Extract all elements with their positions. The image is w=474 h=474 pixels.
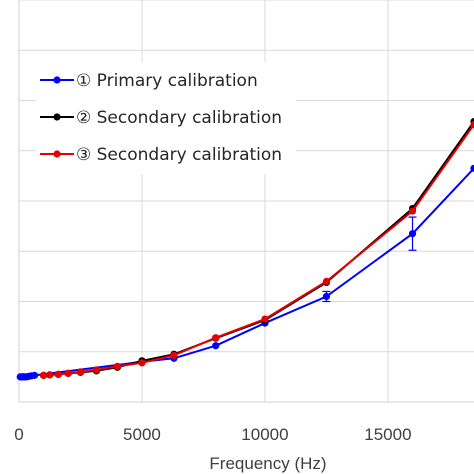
x-tick-label: 10000 xyxy=(241,425,288,444)
data-point xyxy=(408,207,417,215)
data-point xyxy=(54,370,62,378)
series-3 xyxy=(39,121,474,379)
data-point xyxy=(30,371,39,379)
legend-item: ① Primary calibration xyxy=(40,71,258,91)
data-point xyxy=(64,369,72,377)
data-point xyxy=(138,359,146,367)
legend-item: ② Secondary calibration xyxy=(40,108,282,128)
data-point xyxy=(113,362,121,370)
legend-label: ③ Secondary calibration xyxy=(76,145,282,165)
legend-background xyxy=(36,62,296,174)
data-point xyxy=(46,371,54,379)
legend: ① Primary calibration ② Secondary calibra… xyxy=(36,62,296,174)
legend-swatch-marker xyxy=(53,76,61,84)
data-point xyxy=(322,277,331,285)
data-point xyxy=(212,334,220,342)
data-point xyxy=(322,292,331,301)
x-tick-label: 5000 xyxy=(123,425,161,444)
gridlines xyxy=(19,0,474,402)
legend-label: ② Secondary calibration xyxy=(76,108,282,128)
data-point xyxy=(408,230,417,238)
x-tick-label: 0 xyxy=(14,425,23,444)
data-point xyxy=(261,315,269,323)
data-point xyxy=(170,351,178,359)
legend-item: ③ Secondary calibration xyxy=(40,145,282,165)
data-point xyxy=(76,368,85,376)
legend-swatch-marker xyxy=(53,150,61,158)
x-axis-title: Frequency (Hz) xyxy=(209,454,326,473)
series-line xyxy=(20,167,474,378)
data-point xyxy=(39,371,48,379)
data-point xyxy=(470,164,474,172)
data-point xyxy=(212,342,220,350)
x-tick-label: 15000 xyxy=(364,425,411,444)
x-tick-labels: 0 5000 10000 15000 xyxy=(14,425,411,444)
plot-series xyxy=(16,118,474,381)
data-point xyxy=(470,121,474,129)
legend-swatch-marker xyxy=(53,113,61,121)
axes xyxy=(18,0,474,403)
data-point xyxy=(92,366,101,374)
series-1 xyxy=(16,164,474,381)
legend-label: ① Primary calibration xyxy=(76,71,258,91)
